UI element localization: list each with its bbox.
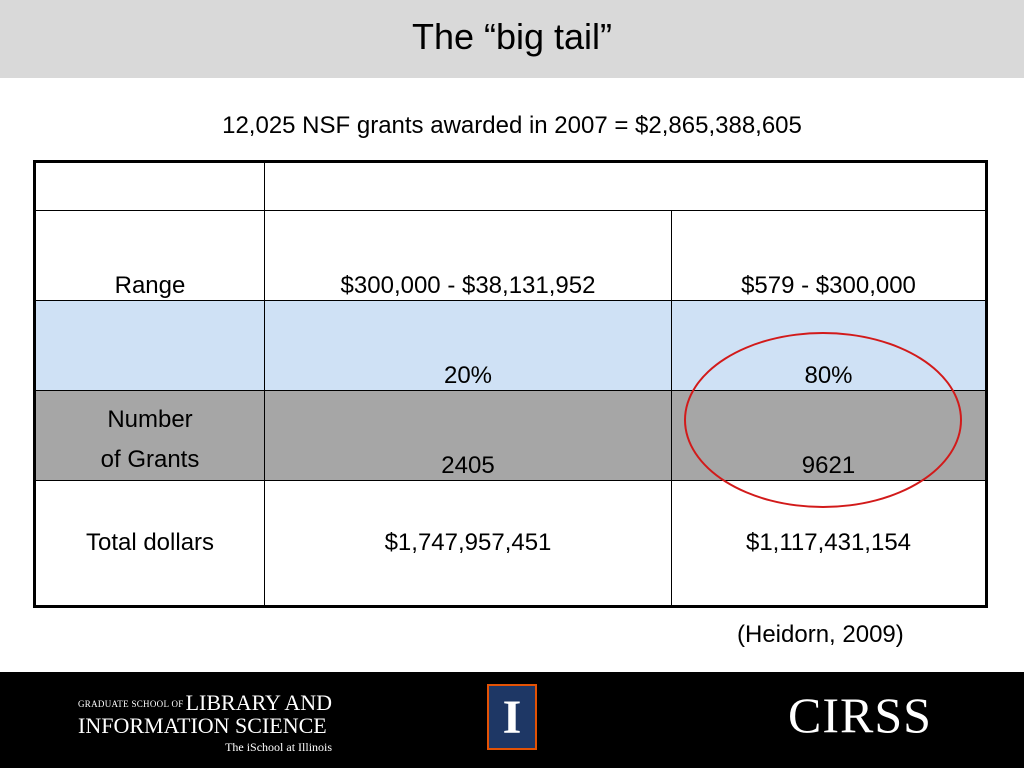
- row-label-percent: [35, 301, 265, 391]
- table-header-row: [35, 162, 987, 211]
- gslis-logo-small: GRADUATE SCHOOL OF: [78, 699, 184, 709]
- slide-title: The “big tail”: [0, 16, 1024, 58]
- cirss-logo: CIRSS: [788, 686, 932, 744]
- table-cell-empty: [265, 162, 987, 211]
- number-top-cell: 2405: [265, 391, 672, 481]
- row-label-line2: of Grants: [101, 446, 200, 473]
- range-tail-cell: $579 - $300,000: [672, 211, 987, 301]
- citation: (Heidorn, 2009): [737, 621, 904, 649]
- row-label-line1: Number: [107, 406, 192, 433]
- gslis-logo-line3: The iSchool at Illinois: [78, 740, 332, 755]
- percent-top-cell: 20%: [265, 301, 672, 391]
- row-label-total: Total dollars: [35, 481, 265, 607]
- total-top-cell: $1,747,957,451: [265, 481, 672, 607]
- gslis-logo-line2: INFORMATION SCIENCE: [78, 715, 332, 737]
- slide-subtitle: 12,025 NSF grants awarded in 2007 = $2,8…: [0, 112, 1024, 140]
- gslis-logo: GRADUATE SCHOOL OFLIBRARY AND INFORMATIO…: [78, 692, 332, 755]
- table-cell-empty: [35, 162, 265, 211]
- illinois-block-i-icon: I: [487, 684, 537, 750]
- row-label-range: Range: [35, 211, 265, 301]
- gslis-logo-line1: LIBRARY AND: [186, 690, 332, 715]
- highlight-circle: [684, 332, 962, 508]
- table-row-range: Range $300,000 - $38,131,952 $579 - $300…: [35, 211, 987, 301]
- range-top-cell: $300,000 - $38,131,952: [265, 211, 672, 301]
- row-label-number-of-grants: Number of Grants: [35, 391, 265, 481]
